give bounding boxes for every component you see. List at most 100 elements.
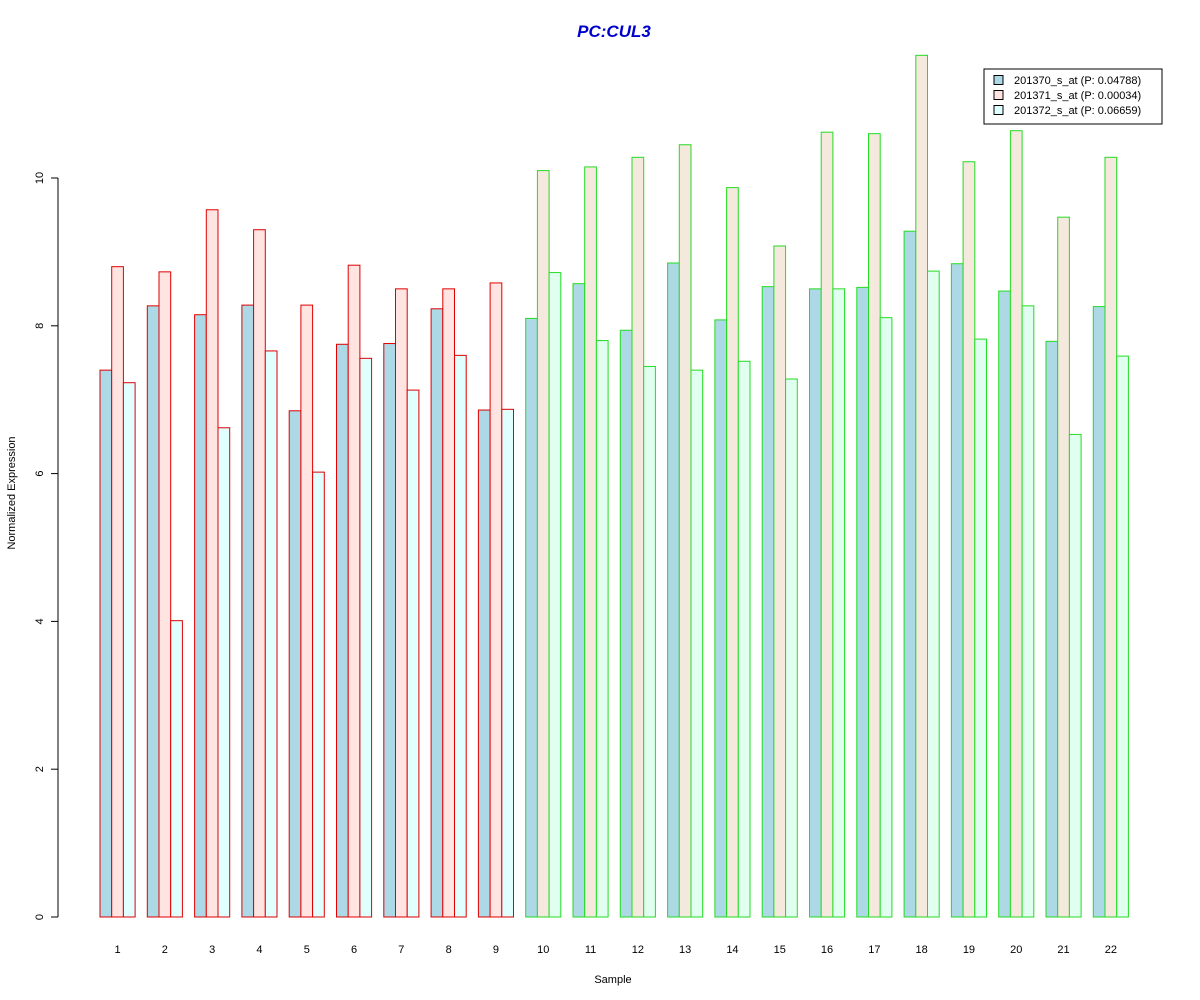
bar-sample-21-series-2 bbox=[1057, 216, 1070, 918]
x-tick-label: 20 bbox=[1010, 944, 1022, 956]
x-axis-tick-labels: 1 2 3 4 5 6 7 8 9 10 11 12 13 14 15 16 17 18 19 20 21 22 bbox=[114, 944, 1116, 956]
x-tick-label: 5 bbox=[304, 944, 310, 956]
x-tick-label: 22 bbox=[1105, 944, 1117, 956]
bar-sample-2-series-3 bbox=[170, 620, 183, 918]
x-tick-label: 13 bbox=[679, 944, 691, 956]
bar-sample-11-series-1 bbox=[572, 283, 586, 918]
bar-sample-7-series-2 bbox=[395, 288, 408, 918]
x-tick-label: 8 bbox=[446, 944, 452, 956]
x-tick-label: 18 bbox=[916, 944, 928, 956]
bar-sample-3-series-1 bbox=[194, 314, 207, 918]
y-tick-label: 8 bbox=[34, 323, 46, 329]
x-axis-label: Sample bbox=[594, 974, 631, 986]
bar-sample-19-series-1 bbox=[950, 263, 964, 918]
bar-sample-22-series-2 bbox=[1104, 156, 1118, 918]
x-tick-label: 2 bbox=[162, 944, 168, 956]
x-tick-label: 14 bbox=[726, 944, 738, 956]
bar-sample-10-series-2 bbox=[536, 170, 550, 918]
bar-sample-17-series-2 bbox=[868, 133, 881, 918]
x-tick-label: 16 bbox=[821, 944, 833, 956]
bar-sample-5-series-1 bbox=[288, 410, 302, 918]
bar-sample-1-series-1 bbox=[99, 369, 113, 918]
bar-sample-18-series-2 bbox=[915, 54, 928, 918]
x-tick-label: 3 bbox=[209, 944, 215, 956]
bar-sample-4-series-2 bbox=[253, 229, 266, 918]
legend-entry-label: 201371_s_at (P: 0.00034) bbox=[1014, 90, 1141, 102]
bar-sample-10-series-1 bbox=[525, 317, 538, 918]
bar-sample-13-series-1 bbox=[667, 262, 680, 918]
bar-sample-10-series-3 bbox=[548, 272, 562, 918]
bar-sample-11-series-2 bbox=[584, 166, 597, 918]
y-tick-label: 10 bbox=[34, 172, 46, 184]
x-tick-label: 6 bbox=[351, 944, 357, 956]
bar-sample-19-series-2 bbox=[962, 161, 976, 918]
bar-sample-1-series-3 bbox=[122, 382, 136, 918]
x-tick-label: 11 bbox=[585, 944, 596, 956]
bar-sample-20-series-2 bbox=[1009, 130, 1023, 918]
bar-sample-6-series-3 bbox=[359, 357, 373, 918]
bar-sample-12-series-2 bbox=[631, 156, 645, 918]
x-tick-label: 17 bbox=[868, 944, 880, 956]
bar-sample-22-series-3 bbox=[1116, 355, 1129, 918]
y-axis: 0 2 4 6 8 10 bbox=[34, 172, 59, 920]
bar-sample-13-series-3 bbox=[690, 369, 704, 918]
bar-sample-14-series-2 bbox=[726, 187, 739, 918]
bar-sample-14-series-1 bbox=[714, 319, 728, 918]
bar-sample-20-series-1 bbox=[998, 290, 1011, 918]
bar-sample-13-series-2 bbox=[678, 144, 692, 918]
bar-sample-7-series-1 bbox=[383, 343, 396, 918]
x-tick-label: 15 bbox=[774, 944, 786, 956]
bar-sample-6-series-1 bbox=[336, 343, 349, 918]
bar-sample-20-series-3 bbox=[1021, 305, 1035, 918]
legend-swatch bbox=[993, 90, 1004, 100]
y-tick-label: 2 bbox=[34, 766, 46, 772]
bar-sample-8-series-2 bbox=[442, 288, 455, 918]
y-axis-label: Normalized Expression bbox=[6, 436, 18, 549]
x-tick-label: 19 bbox=[963, 944, 975, 956]
x-tick-label: 1 bbox=[114, 944, 120, 956]
bar-sample-4-series-1 bbox=[241, 304, 255, 918]
bar-sample-18-series-3 bbox=[927, 270, 940, 918]
bar-sample-9-series-3 bbox=[501, 408, 514, 918]
bar-sample-17-series-1 bbox=[856, 286, 869, 918]
bar-sample-22-series-1 bbox=[1092, 306, 1106, 918]
bar-sample-9-series-1 bbox=[477, 409, 491, 918]
legend-swatch bbox=[993, 75, 1004, 85]
bar-sample-6-series-2 bbox=[347, 264, 361, 918]
x-tick-label: 4 bbox=[256, 944, 262, 956]
legend-entry-label: 201372_s_at (P: 0.06659) bbox=[1014, 105, 1141, 117]
chart-title: PC:CUL3 bbox=[577, 22, 651, 41]
bar-sample-12-series-1 bbox=[619, 329, 633, 918]
bar-sample-18-series-1 bbox=[903, 230, 917, 918]
legend-box bbox=[983, 68, 1163, 125]
bar-sample-12-series-3 bbox=[643, 365, 656, 918]
bar-sample-7-series-3 bbox=[406, 389, 420, 918]
legend-entry-label: 201370_s_at (P: 0.04788) bbox=[1014, 75, 1141, 87]
bar-sample-15-series-1 bbox=[761, 286, 775, 918]
bar-sample-15-series-3 bbox=[785, 378, 798, 918]
bar-sample-9-series-2 bbox=[489, 282, 503, 918]
bar-sample-5-series-2 bbox=[300, 304, 314, 918]
bar-sample-2-series-1 bbox=[146, 305, 160, 918]
bar-sample-11-series-3 bbox=[595, 340, 609, 918]
y-tick-label: 4 bbox=[34, 618, 46, 624]
bar-sample-1-series-2 bbox=[111, 266, 124, 918]
bar-sample-15-series-2 bbox=[773, 245, 787, 918]
x-tick-label: 7 bbox=[398, 944, 404, 956]
y-tick-label: 0 bbox=[34, 914, 46, 920]
x-tick-label: 12 bbox=[632, 944, 644, 956]
bar-sample-3-series-3 bbox=[217, 427, 231, 918]
bar-sample-16-series-1 bbox=[809, 288, 822, 918]
bar-sample-3-series-2 bbox=[205, 209, 219, 918]
bar-sample-21-series-3 bbox=[1068, 433, 1082, 918]
bar-sample-16-series-3 bbox=[832, 288, 846, 918]
bar-sample-19-series-3 bbox=[974, 338, 987, 918]
legend-swatch bbox=[993, 105, 1004, 115]
legend: 201370_s_at (P: 0.04788) 201371_s_at (P: … bbox=[983, 68, 1163, 125]
bars bbox=[99, 54, 1129, 918]
bar-sample-16-series-2 bbox=[820, 131, 834, 918]
bar-sample-4-series-3 bbox=[264, 350, 278, 918]
y-tick-label: 6 bbox=[34, 471, 46, 477]
bar-sample-21-series-1 bbox=[1045, 340, 1059, 918]
